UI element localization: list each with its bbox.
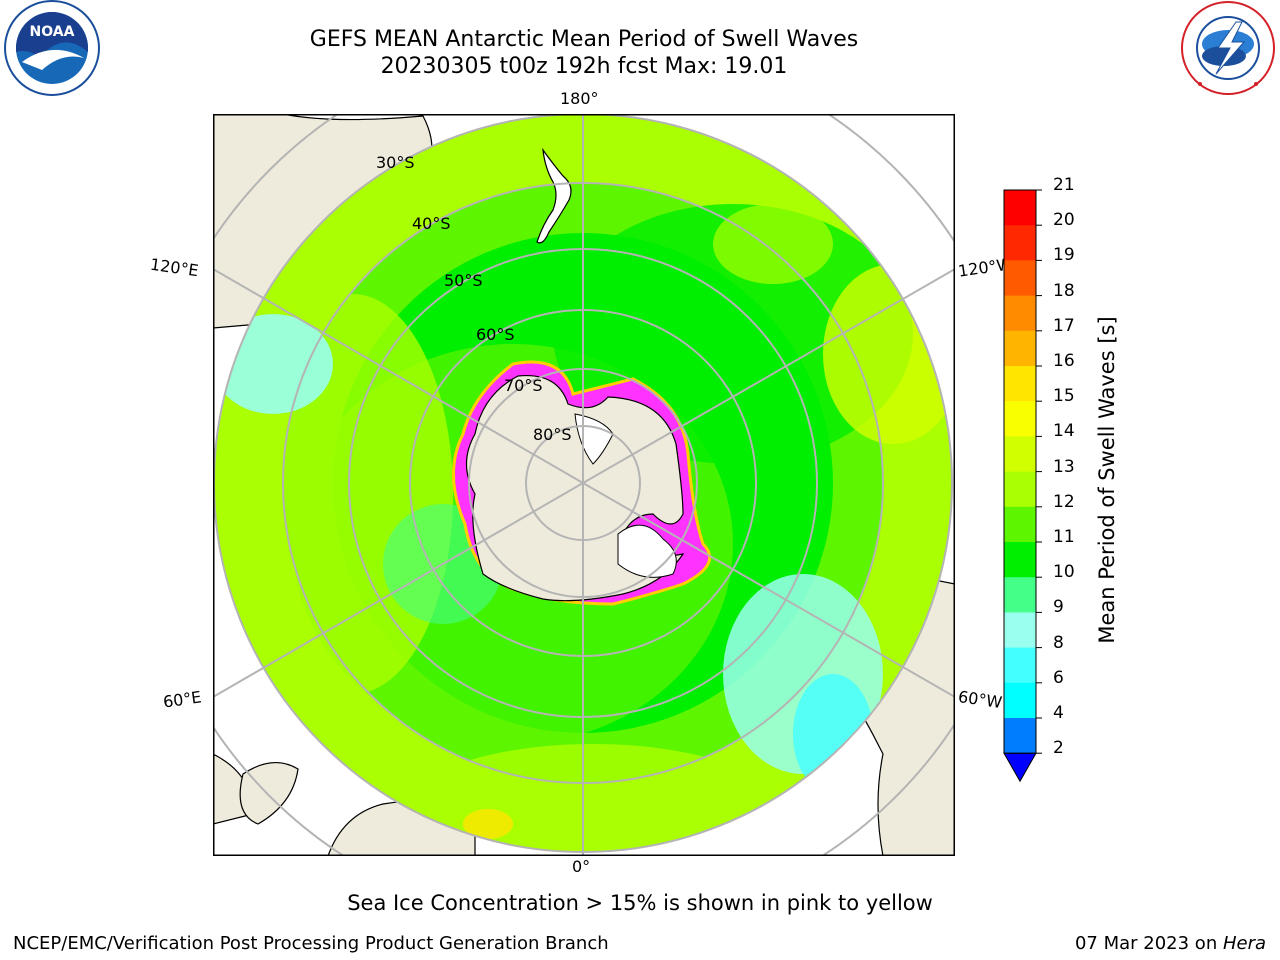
noaa-logo-text: NOAA — [30, 24, 75, 40]
colorbar-tick-label: 15 — [1053, 386, 1075, 407]
lat-label-60s: 60°S — [476, 325, 515, 344]
colorbar-tick-label: 12 — [1053, 491, 1075, 512]
nws-logo — [1178, 0, 1278, 100]
colorbar-segment — [1004, 436, 1036, 473]
lon-label-180: 180° — [560, 89, 599, 108]
colorbar-tick-label: 13 — [1053, 456, 1075, 477]
title-line-1: GEFS MEAN Antarctic Mean Period of Swell… — [309, 27, 859, 52]
map-panel — [139, 39, 1027, 927]
colorbar-segment — [1004, 366, 1036, 402]
colorbar-segment — [1004, 718, 1036, 754]
footer-date-text: 07 Mar 2023 on — [1074, 933, 1223, 954]
lon-label-120e: 120°E — [148, 254, 200, 281]
colorbar-tick-label: 6 — [1053, 667, 1064, 688]
polar-map — [139, 39, 1027, 927]
colorbar — [1000, 186, 1060, 786]
colorbar-segment — [1004, 577, 1036, 613]
colorbar-tick-label: 10 — [1053, 562, 1075, 583]
colorbar-tick-label: 17 — [1053, 315, 1075, 336]
lat-label-80s: 80°S — [533, 425, 572, 444]
lat-label-30s: 30°S — [376, 153, 415, 172]
title-line-2: 20230305 t00z 192h fcst Max: 19.01 — [380, 54, 788, 79]
lon-label-60w: 60°W — [956, 687, 1004, 712]
colorbar-tick-label: 4 — [1053, 703, 1064, 723]
noaa-logo-icon: NOAA — [4, 0, 100, 96]
colorbar-tick-label: 16 — [1053, 351, 1075, 371]
colorbar-segment — [1004, 190, 1036, 226]
colorbar-segment — [1004, 330, 1036, 367]
lat-label-50s: 50°S — [444, 271, 483, 290]
colorbar-scale — [1003, 189, 1042, 783]
colorbar-tick-label: 14 — [1053, 421, 1075, 442]
nws-logo-icon — [1181, 1, 1275, 95]
colorbar-segment — [1004, 260, 1036, 297]
colorbar-tick-label: 9 — [1053, 597, 1064, 618]
colorbar-tick-label: 2 — [1053, 738, 1064, 759]
colorbar-segment — [1004, 542, 1036, 578]
noaa-logo: NOAA — [2, 0, 102, 100]
colorbar-segment — [1004, 647, 1036, 684]
lat-label-40s: 40°S — [412, 214, 451, 233]
lon-label-0: 0° — [572, 857, 591, 876]
colorbar-segment — [1004, 682, 1036, 719]
colorbar-tick-label: 18 — [1053, 280, 1075, 301]
colorbar-ticks: 21 20 19 18 17 16 15 14 13 12 11 10 9 8 6 4 2 — [1052, 175, 1092, 780]
colorbar-segment — [1004, 506, 1036, 543]
lat-label-70s: 70°S — [504, 376, 543, 395]
colorbar-tick-label: 21 — [1053, 175, 1075, 195]
footer-date: 07 Mar 2023 on Hera — [1075, 933, 1266, 954]
footer-branch: NCEP/EMC/Verification Post Processing Pr… — [13, 933, 609, 954]
colorbar-segment — [1004, 612, 1036, 649]
colorbar-label-wrap: Mean Period of Swell Waves [s] — [1085, 316, 1125, 643]
lon-label-60e: 60°E — [161, 687, 203, 712]
colorbar-segment — [1004, 225, 1036, 261]
colorbar-tick-label: 20 — [1053, 210, 1075, 231]
colorbar-segment — [1004, 401, 1036, 437]
sea-ice-note: Sea Ice Concentration > 15% is shown in … — [347, 891, 933, 915]
colorbar-segment — [1004, 471, 1036, 508]
madagascar-island — [239, 762, 299, 825]
colorbar-segment — [1004, 295, 1036, 332]
footer-machine: Hera — [1222, 933, 1266, 954]
colorbar-tick-label: 19 — [1053, 245, 1075, 266]
colorbar-tick-label: 8 — [1053, 632, 1064, 653]
colorbar-tick-label: 11 — [1053, 527, 1075, 547]
colorbar-label: Mean Period of Swell Waves [s] — [1095, 316, 1119, 644]
colorbar-extend-triangle — [1003, 752, 1037, 783]
